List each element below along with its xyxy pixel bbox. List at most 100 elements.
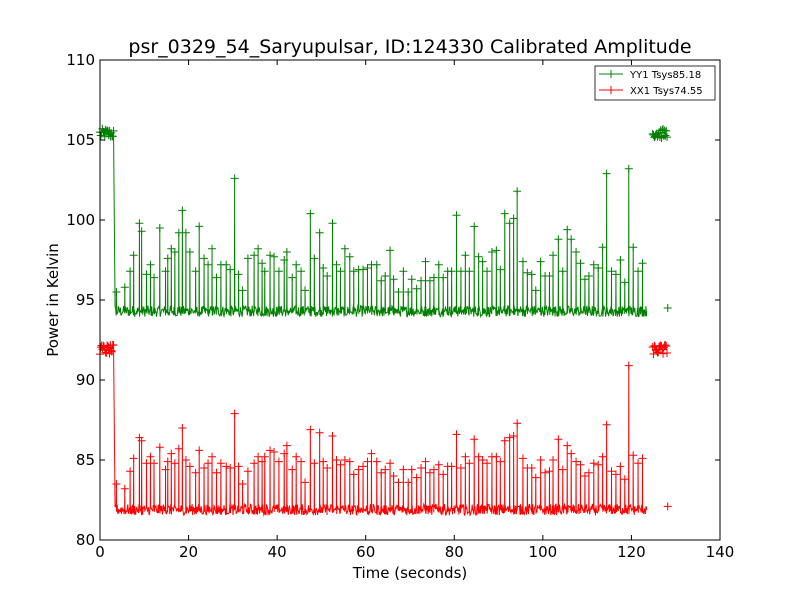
data-point xyxy=(492,246,501,255)
data-point xyxy=(412,473,421,482)
data-point xyxy=(260,452,269,461)
data-point xyxy=(226,265,235,274)
data-point xyxy=(301,286,310,295)
data-point xyxy=(407,465,416,474)
data-point xyxy=(163,457,172,466)
data-point xyxy=(178,206,187,215)
data-point xyxy=(146,260,155,269)
data-point xyxy=(280,256,289,264)
data-point xyxy=(404,478,413,487)
data-point xyxy=(258,457,267,466)
data-point xyxy=(452,430,461,439)
data-point xyxy=(212,273,221,282)
data-point xyxy=(315,228,324,237)
data-point xyxy=(170,248,179,256)
data-point xyxy=(598,243,607,252)
data-point xyxy=(126,267,135,276)
series-0 xyxy=(96,124,672,319)
data-point xyxy=(412,284,421,293)
data-point xyxy=(174,228,183,237)
data-point xyxy=(483,267,492,276)
data-point xyxy=(120,484,129,493)
data-point xyxy=(425,276,434,285)
data-point xyxy=(323,464,332,472)
data-point xyxy=(250,459,259,468)
data-point xyxy=(363,264,372,272)
tick-layer: 0 20 40 60 80 100 120 140 80 85 90 95 100 105 110 xyxy=(66,51,734,561)
data-point xyxy=(594,460,603,469)
data-point xyxy=(178,424,187,432)
data-point xyxy=(580,275,589,284)
data-point xyxy=(340,456,349,464)
data-point xyxy=(478,257,487,266)
data-point xyxy=(230,174,239,183)
data-point xyxy=(629,451,638,460)
data-point xyxy=(328,432,337,440)
data-point xyxy=(531,286,540,295)
data-point xyxy=(456,267,465,276)
data-point xyxy=(434,460,443,469)
data-point xyxy=(310,459,319,468)
data-point xyxy=(129,251,138,260)
data-point xyxy=(377,276,386,285)
data-point xyxy=(663,502,672,511)
data-point xyxy=(663,133,672,142)
data-point xyxy=(340,244,349,253)
data-point xyxy=(349,267,358,276)
data-point xyxy=(611,270,620,279)
legend-label-xx1: XX1 Tsys74.55 xyxy=(630,86,703,97)
data-point xyxy=(167,244,176,253)
data-point xyxy=(527,464,536,472)
data-point xyxy=(195,446,204,455)
data-point xyxy=(536,456,545,464)
data-point xyxy=(216,459,225,468)
data-point xyxy=(288,465,297,474)
data-point xyxy=(155,443,164,452)
x-tick-label: 80 xyxy=(445,543,464,561)
data-point xyxy=(638,454,647,463)
data-point xyxy=(258,259,267,268)
data-point xyxy=(634,267,643,276)
data-point xyxy=(620,475,629,484)
data-point xyxy=(434,260,443,269)
data-point xyxy=(222,260,231,269)
data-point xyxy=(146,452,155,461)
data-point xyxy=(638,259,647,268)
data-point xyxy=(142,459,151,468)
data-point xyxy=(655,133,664,142)
data-point xyxy=(323,272,332,280)
data-point xyxy=(270,448,279,456)
legend-marker-xx1 xyxy=(607,86,615,94)
data-point xyxy=(576,460,585,469)
data-point xyxy=(306,209,315,218)
data-point xyxy=(558,267,567,276)
data-point xyxy=(108,132,117,141)
series-line-0 xyxy=(99,128,648,319)
data-point xyxy=(359,265,368,274)
data-point xyxy=(505,219,514,228)
data-point xyxy=(349,470,358,479)
x-tick-label: 140 xyxy=(706,543,735,561)
data-point xyxy=(474,252,483,261)
data-point xyxy=(282,248,291,256)
data-point xyxy=(126,467,135,476)
data-point xyxy=(505,433,514,442)
data-point xyxy=(659,349,668,358)
data-point xyxy=(150,459,159,468)
data-point xyxy=(135,219,144,228)
data-point xyxy=(461,452,470,461)
data-point xyxy=(518,454,527,463)
data-point xyxy=(662,342,671,351)
data-point xyxy=(226,464,235,472)
y-tick-label: 105 xyxy=(66,131,95,149)
data-point xyxy=(367,449,376,458)
data-point xyxy=(407,275,416,284)
data-point xyxy=(620,278,629,287)
data-point xyxy=(112,480,121,488)
data-point xyxy=(270,252,279,261)
y-axis-label: Power in Kelvin xyxy=(44,243,62,357)
data-point xyxy=(662,126,671,135)
data-point xyxy=(120,283,129,292)
series-markers-0 xyxy=(96,124,672,312)
